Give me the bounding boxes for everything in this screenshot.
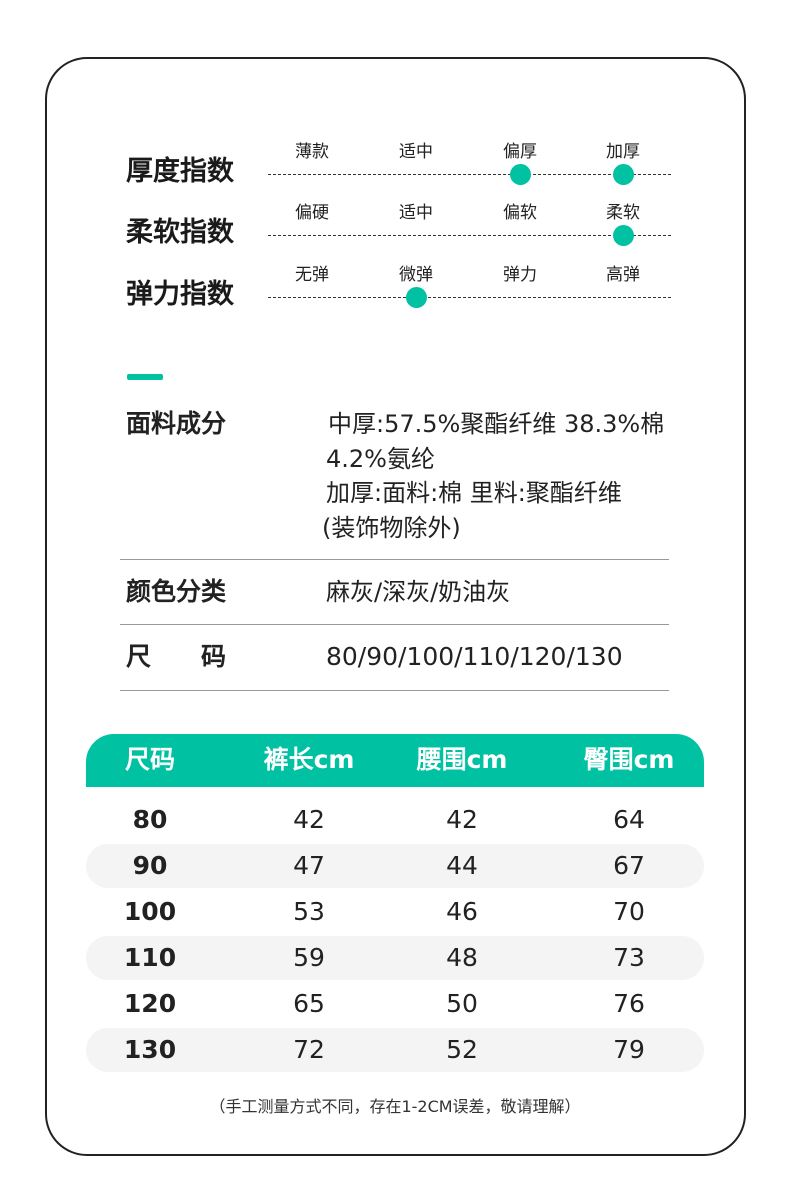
table-cell: 90	[132, 851, 168, 880]
index-option: 柔软	[606, 203, 640, 223]
index-option: 薄款	[295, 142, 329, 162]
table-cell: 130	[123, 1035, 177, 1064]
index-option: 偏软	[503, 203, 537, 223]
table-cell: 59	[293, 943, 325, 972]
index-label: 弹力指数	[126, 279, 234, 310]
table-cell: 48	[446, 943, 478, 972]
index-scale-line	[268, 297, 671, 298]
table-cell: 44	[446, 851, 478, 880]
table-cell: 120	[123, 989, 177, 1018]
index-selected-dot	[613, 164, 634, 185]
divider	[120, 559, 669, 560]
divider	[120, 624, 669, 625]
measurement-note: （手工测量方式不同，存在1-2CM误差，敬请理解）	[209, 1097, 581, 1116]
index-option: 弹力	[503, 265, 537, 285]
section-accent-bar	[127, 374, 163, 380]
size-value: 80/90/100/110/120/130	[326, 642, 623, 671]
table-cell: 47	[293, 851, 325, 880]
fabric-line: (装饰物除外)	[322, 514, 461, 542]
table-header-cell: 臀围cm	[583, 745, 675, 774]
size-table-header	[86, 734, 704, 787]
index-scale-line	[268, 235, 671, 236]
index-selected-dot	[406, 287, 427, 308]
table-cell: 110	[123, 943, 177, 972]
index-option: 偏硬	[295, 203, 329, 223]
index-option: 高弹	[606, 265, 640, 285]
index-option: 加厚	[606, 142, 640, 162]
table-cell: 72	[293, 1035, 325, 1064]
table-header-cell: 腰围cm	[416, 745, 508, 774]
table-cell: 42	[446, 805, 478, 834]
index-option: 适中	[399, 203, 433, 223]
fabric-line: 中厚:57.5%聚酯纤维 38.3%棉	[328, 410, 665, 438]
table-cell: 67	[613, 851, 645, 880]
size-label: 尺 码	[126, 642, 227, 671]
table-row-bg	[86, 1028, 704, 1072]
fabric-line: 加厚:面料:棉 里料:聚酯纤维	[326, 479, 622, 507]
table-cell: 46	[446, 897, 478, 926]
index-selected-dot	[613, 225, 634, 246]
table-cell: 53	[293, 897, 325, 926]
card-frame	[45, 57, 746, 1156]
index-scale-line	[268, 174, 671, 175]
index-selected-dot	[510, 164, 531, 185]
table-cell: 70	[613, 897, 645, 926]
table-header-cell: 裤长cm	[263, 745, 355, 774]
table-row-bg	[86, 844, 704, 888]
color-value: 麻灰/深灰/奶油灰	[326, 578, 511, 606]
color-label: 颜色分类	[126, 577, 227, 606]
fabric-line: 4.2%氨纶	[326, 445, 435, 473]
table-cell: 73	[613, 943, 645, 972]
table-cell: 65	[293, 989, 325, 1018]
index-label: 厚度指数	[126, 156, 234, 187]
table-cell: 64	[613, 805, 645, 834]
index-option: 微弹	[399, 265, 433, 285]
table-cell: 52	[446, 1035, 478, 1064]
table-cell: 79	[613, 1035, 645, 1064]
table-cell: 80	[132, 805, 168, 834]
table-row-bg	[86, 936, 704, 980]
table-header-cell: 尺码	[124, 745, 175, 774]
table-cell: 100	[123, 897, 177, 926]
index-option: 适中	[399, 142, 433, 162]
index-option: 无弹	[295, 265, 329, 285]
table-cell: 76	[613, 989, 645, 1018]
table-cell: 42	[293, 805, 325, 834]
index-option: 偏厚	[503, 142, 537, 162]
index-label: 柔软指数	[126, 217, 234, 248]
divider	[120, 690, 669, 691]
table-cell: 50	[446, 989, 478, 1018]
fabric-label: 面料成分	[126, 409, 227, 438]
